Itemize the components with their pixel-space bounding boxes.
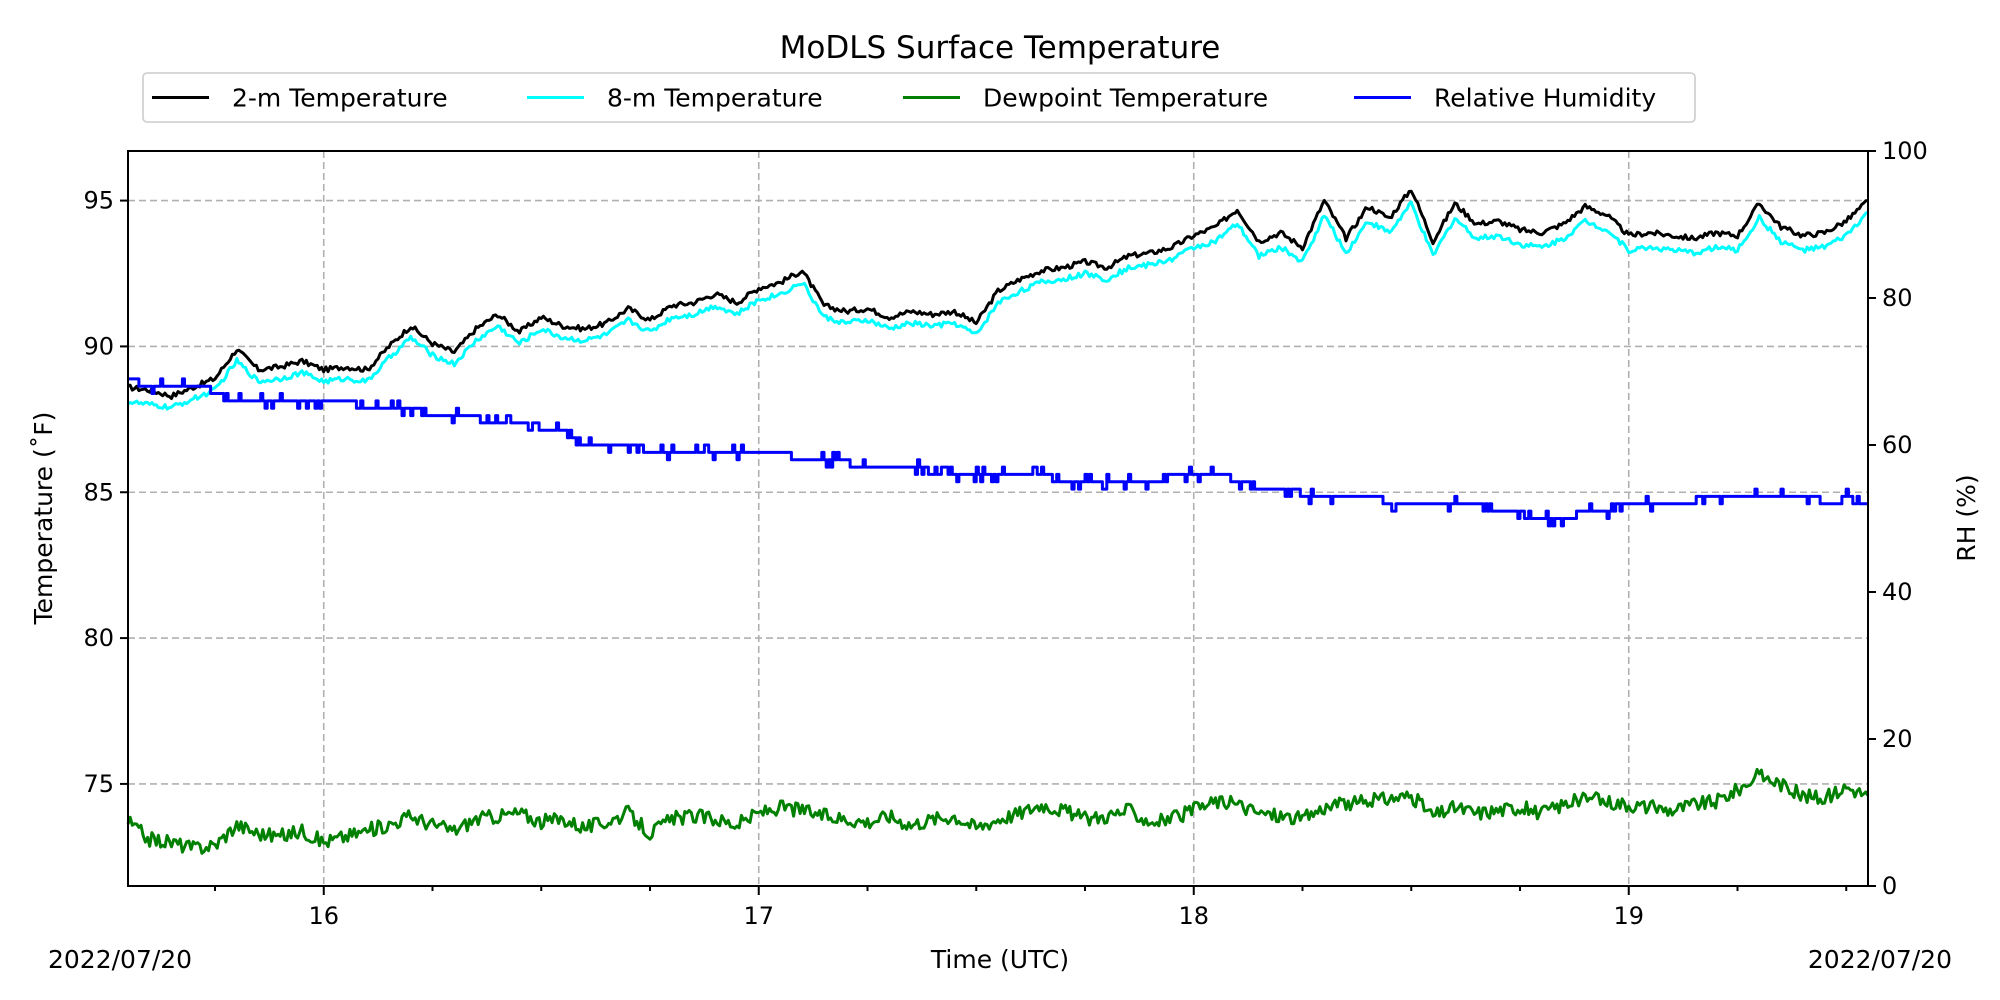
legend: 2-m Temperature 8-m Temperature Dewpoint T… bbox=[142, 72, 1696, 123]
series-layer bbox=[126, 189, 1870, 855]
plot-frame bbox=[127, 150, 1869, 887]
date-right-label: 2022/07/20 bbox=[1808, 945, 1952, 974]
y2-tick-label: 100 bbox=[1882, 137, 1928, 165]
y2-tick-label: 40 bbox=[1882, 578, 1913, 606]
x-tick-label: 17 bbox=[743, 902, 774, 930]
x-tick-label: 16 bbox=[308, 902, 339, 930]
series-line-relative-humidity bbox=[128, 377, 1868, 528]
plot-area: 75 80 85 90 95 0 20 40 60 80 100 16 17 18 19 bbox=[83, 137, 1927, 930]
legend-label: 2-m Temperature bbox=[232, 84, 448, 113]
y2-tick-label: 0 bbox=[1882, 872, 1897, 900]
series-line-2-m-temperature bbox=[127, 189, 1869, 400]
chart-title: MoDLS Surface Temperature bbox=[780, 30, 1221, 66]
y-tick-label: 80 bbox=[83, 624, 114, 652]
axes-layer: 75 80 85 90 95 0 20 40 60 80 100 16 17 18 19 bbox=[83, 137, 1927, 930]
series-line-8-m-temperature bbox=[127, 200, 1869, 411]
y-tick-label: 90 bbox=[83, 332, 114, 360]
y2-tick-label: 60 bbox=[1882, 431, 1913, 459]
legend-label: Dewpoint Temperature bbox=[983, 84, 1268, 113]
x-axis-title: Time (UTC) bbox=[930, 945, 1069, 974]
series-line-dewpoint-temperature bbox=[126, 767, 1870, 855]
x-tick-label: 19 bbox=[1613, 902, 1644, 930]
y2-axis-title: RH (%) bbox=[1952, 474, 1981, 561]
legend-label: 8-m Temperature bbox=[607, 84, 823, 113]
y-tick-label: 95 bbox=[83, 187, 114, 215]
grid-layer bbox=[128, 151, 1868, 886]
legend-label: Relative Humidity bbox=[1434, 84, 1656, 113]
y2-tick-label: 20 bbox=[1882, 725, 1913, 753]
y-tick-label: 85 bbox=[83, 478, 114, 506]
y2-tick-label: 80 bbox=[1882, 284, 1913, 312]
y-axis-title: Temperature (˚F) bbox=[29, 412, 58, 626]
y-tick-label: 75 bbox=[83, 770, 114, 798]
x-tick-label: 18 bbox=[1178, 902, 1209, 930]
date-left-label: 2022/07/20 bbox=[48, 945, 192, 974]
